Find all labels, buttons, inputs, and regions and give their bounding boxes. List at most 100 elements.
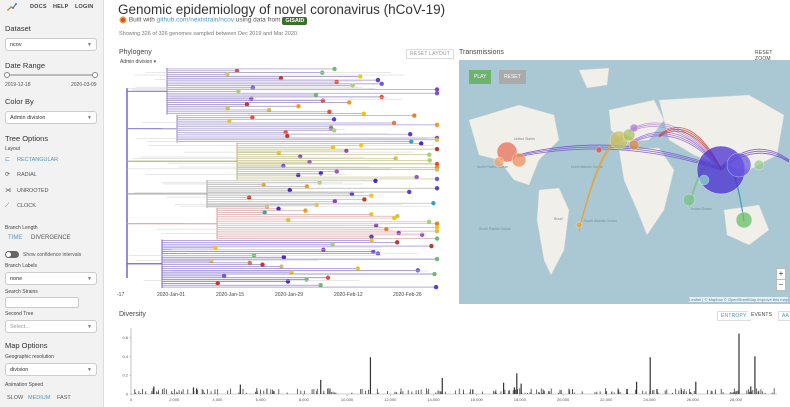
tree-tip[interactable] [313, 92, 319, 98]
tree-tip[interactable] [283, 130, 288, 135]
aa-toggle[interactable]: AA [778, 311, 790, 321]
tree-tip[interactable] [373, 223, 379, 228]
entropy-bar[interactable] [513, 387, 515, 394]
tree-tip[interactable] [429, 243, 434, 249]
entropy-bar[interactable] [520, 383, 522, 394]
location-circle[interactable] [496, 141, 518, 163]
entropy-bar[interactable] [502, 382, 505, 394]
location-circle[interactable] [698, 174, 710, 186]
nav-help-link[interactable]: HELP [53, 4, 69, 10]
tree-tip[interactable] [215, 281, 220, 286]
tree-tip[interactable] [434, 256, 440, 262]
transmissions-map[interactable]: North Pacific Ocean North Atlantic Ocean S… [459, 60, 790, 304]
tree-tip[interactable] [375, 251, 381, 256]
date-start-handle[interactable] [4, 72, 10, 78]
tree-tip[interactable] [276, 150, 282, 156]
tree-tip[interactable] [371, 249, 376, 254]
tree-tip[interactable] [434, 122, 440, 128]
entropy-bar[interactable] [635, 381, 638, 394]
tree-tip[interactable] [392, 215, 397, 221]
map-reset-button[interactable]: RESET [499, 70, 526, 84]
date-end-handle[interactable] [92, 72, 98, 78]
layout-clock-button[interactable]: ⟋ CLOCK [5, 203, 36, 213]
tree-tip[interactable] [427, 158, 432, 163]
tree-tip[interactable] [332, 66, 337, 72]
tree-tip[interactable] [227, 118, 232, 124]
tree-tip[interactable] [246, 195, 252, 200]
tree-tip[interactable] [434, 90, 440, 96]
tree-tip[interactable] [434, 225, 440, 230]
tree-tip[interactable] [394, 240, 400, 245]
entropy-bar[interactable] [750, 386, 752, 394]
tree-tip[interactable] [434, 236, 440, 241]
tree-tip[interactable] [355, 266, 360, 271]
tree-tip[interactable] [393, 156, 398, 161]
second-tree-select[interactable]: Select... ▼ [5, 320, 97, 333]
tree-tip[interactable] [434, 167, 440, 172]
tree-tip[interactable] [261, 182, 266, 187]
entropy-bar[interactable] [192, 387, 195, 394]
tree-tip[interactable] [225, 72, 230, 77]
entropy-bar[interactable] [441, 377, 443, 394]
entropy-bar[interactable] [196, 388, 198, 394]
tree-tip[interactable] [236, 89, 241, 94]
entropy-bar[interactable] [239, 384, 241, 394]
tree-tip[interactable] [431, 200, 436, 206]
tree-tip[interactable] [286, 217, 291, 223]
tree-tip[interactable] [314, 202, 319, 208]
phylogeny-tree[interactable] [117, 56, 450, 304]
tree-tip[interactable] [358, 74, 363, 79]
entropy-bar[interactable] [516, 373, 518, 394]
tree-tip[interactable] [362, 197, 367, 202]
tree-tip[interactable] [369, 238, 374, 243]
tree-tip[interactable] [266, 107, 272, 113]
location-circle[interactable] [575, 221, 583, 229]
tree-tip[interactable] [327, 109, 332, 115]
events-toggle[interactable]: EVENTS [748, 311, 776, 319]
map-attribution[interactable]: Leaflet | © Mapbox © OpenStreetMap Impro… [689, 297, 788, 302]
tree-tip[interactable] [296, 104, 301, 109]
tree-tip[interactable] [414, 174, 419, 180]
tree-tip[interactable] [262, 210, 267, 215]
entropy-bar[interactable] [649, 357, 651, 394]
tree-tip[interactable] [260, 262, 265, 267]
layout-unrooted-button[interactable]: ⋊ UNROOTED [5, 187, 48, 197]
tree-tip[interactable] [225, 105, 230, 111]
location-circle[interactable] [595, 146, 603, 154]
location-circle[interactable] [628, 139, 640, 151]
tree-tip[interactable] [330, 241, 335, 247]
tree-tip[interactable] [434, 146, 440, 152]
entropy-bar[interactable] [153, 386, 155, 394]
tree-tip[interactable] [434, 228, 440, 234]
tree-tip[interactable] [279, 264, 284, 269]
tree-tip[interactable] [344, 148, 349, 154]
tree-tip[interactable] [369, 234, 374, 239]
entropy-bar[interactable] [369, 357, 372, 394]
tree-tip[interactable] [318, 283, 323, 288]
search-strains-input[interactable] [5, 297, 79, 308]
tree-tip[interactable] [418, 141, 424, 146]
confidence-switch[interactable] [5, 251, 19, 258]
tree-tip[interactable] [427, 152, 432, 157]
tree-tip[interactable] [432, 271, 437, 277]
tree-tip[interactable] [244, 102, 250, 107]
tree-tip[interactable] [409, 139, 414, 144]
tree-tip[interactable] [412, 113, 417, 118]
tree-tip[interactable] [361, 111, 366, 116]
tree-tip[interactable] [434, 186, 440, 191]
tree-tip[interactable] [320, 70, 325, 75]
speed-slow-button[interactable]: SLOW [7, 395, 24, 401]
dataset-select[interactable]: ncov ▼ [5, 38, 97, 51]
zoom-out-button[interactable]: − [776, 279, 786, 291]
location-circle[interactable] [682, 193, 696, 207]
tree-color-legend-toggle[interactable]: Admin division ▾ [120, 59, 156, 65]
tree-tip[interactable] [407, 189, 412, 195]
entropy-bar[interactable] [320, 379, 322, 394]
tree-tip[interactable] [304, 277, 309, 282]
tree-tip[interactable] [434, 176, 440, 182]
tree-tip[interactable] [325, 275, 331, 280]
tree-tip[interactable] [373, 178, 378, 183]
tree-tip[interactable] [298, 154, 303, 159]
entropy-bar[interactable] [695, 381, 697, 394]
location-circle[interactable] [493, 156, 505, 168]
